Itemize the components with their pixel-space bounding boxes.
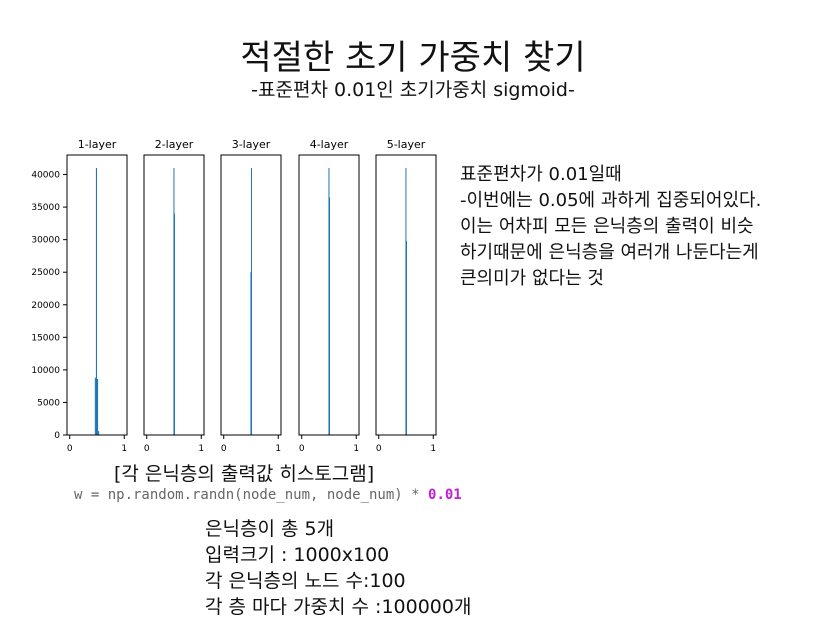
y-tick-label: 35000 xyxy=(31,203,60,213)
histogram-bar xyxy=(251,168,252,435)
histogram-bar xyxy=(329,197,330,435)
y-tick-label: 0 xyxy=(54,431,60,441)
x-tick-label: 1 xyxy=(430,444,436,454)
histogram-bar xyxy=(406,240,407,435)
panel-frame xyxy=(66,154,128,436)
code-std-value: 0.01 xyxy=(428,487,462,503)
y-tick-label: 15000 xyxy=(31,333,60,343)
description-line: 표준편차가 0.01일때 xyxy=(460,164,622,185)
y-tick-label: 25000 xyxy=(31,268,60,278)
description-line: 하기때문에 은닉층을 여러개 나둔다는게 xyxy=(460,242,759,263)
fact-item: 입력크기 : 1000x100 xyxy=(205,544,390,566)
panel-frame xyxy=(143,154,205,436)
panel-title: 3-layer xyxy=(232,138,271,151)
facts-list: 은닉층이 총 5개 입력크기 : 1000x100 각 은닉층의 노드 수:10… xyxy=(205,516,471,620)
slide-title: 적절한 초기 가중치 찾기 xyxy=(240,38,586,78)
histogram-bar xyxy=(95,168,97,435)
description-line: 이는 어차피 모든 은닉층의 출력이 비슷 xyxy=(460,216,754,237)
x-tick-label: 0 xyxy=(376,444,382,454)
histogram-bar xyxy=(250,272,252,435)
x-tick-label: 1 xyxy=(353,444,359,454)
panel-frame xyxy=(220,154,282,436)
panel-title: 5-layer xyxy=(387,138,426,151)
panel-frame xyxy=(298,154,360,436)
x-tick-label: 0 xyxy=(67,444,73,454)
panel-title: 4-layer xyxy=(310,138,349,151)
fact-item: 각 은닉층의 노드 수:100 xyxy=(205,570,406,592)
description-line: 큰의미가 없다는 것 xyxy=(460,268,604,289)
histogram-bar xyxy=(173,168,175,435)
fact-item: 각 층 마다 가중치 수 :100000개 xyxy=(205,596,472,618)
code-snippet: w = np.random.randn(node_num, node_num) … xyxy=(74,487,462,503)
x-tick-label: 0 xyxy=(299,444,305,454)
y-tick-label: 5000 xyxy=(37,398,60,408)
histogram-bar xyxy=(328,168,330,435)
x-tick-label: 1 xyxy=(275,444,281,454)
slide-subtitle: -표준편차 0.01인 초기가중치 sigmoid- xyxy=(251,79,575,101)
histogram-bar xyxy=(97,379,99,435)
fact-item: 은닉층이 총 5개 xyxy=(205,518,335,540)
y-tick-label: 30000 xyxy=(31,236,60,246)
x-tick-label: 1 xyxy=(198,444,204,454)
histogram-bar xyxy=(405,168,407,435)
histogram-bar xyxy=(98,431,100,435)
x-tick-label: 0 xyxy=(221,444,227,454)
histogram-figure: 1-layer 0 1 2-layer 0 1 3-layer 0 1 4-layer 0 1 5-la… xyxy=(31,138,437,454)
figure-caption: [각 은닉층의 출력값 히스토그램] xyxy=(114,463,375,485)
y-tick-label: 20000 xyxy=(31,301,60,311)
y-tick-label: 10000 xyxy=(31,366,60,376)
x-tick-label: 0 xyxy=(144,444,150,454)
histogram-bar xyxy=(94,377,96,435)
panel-title: 1-layer xyxy=(78,138,117,151)
y-tick-label: 40000 xyxy=(31,171,60,181)
panel-title: 2-layer xyxy=(155,138,194,151)
panel-frame xyxy=(375,154,437,436)
description-line: -이번에는 0.05에 과하게 집중되어있다. xyxy=(460,190,762,211)
code-expression: w = np.random.randn(node_num, node_num) … xyxy=(74,487,429,503)
histogram-bar xyxy=(174,213,175,435)
description-text: 표준편차가 0.01일때 -이번에는 0.05에 과하게 집중되어있다. 이는 … xyxy=(460,162,761,292)
x-tick-label: 1 xyxy=(121,444,127,454)
